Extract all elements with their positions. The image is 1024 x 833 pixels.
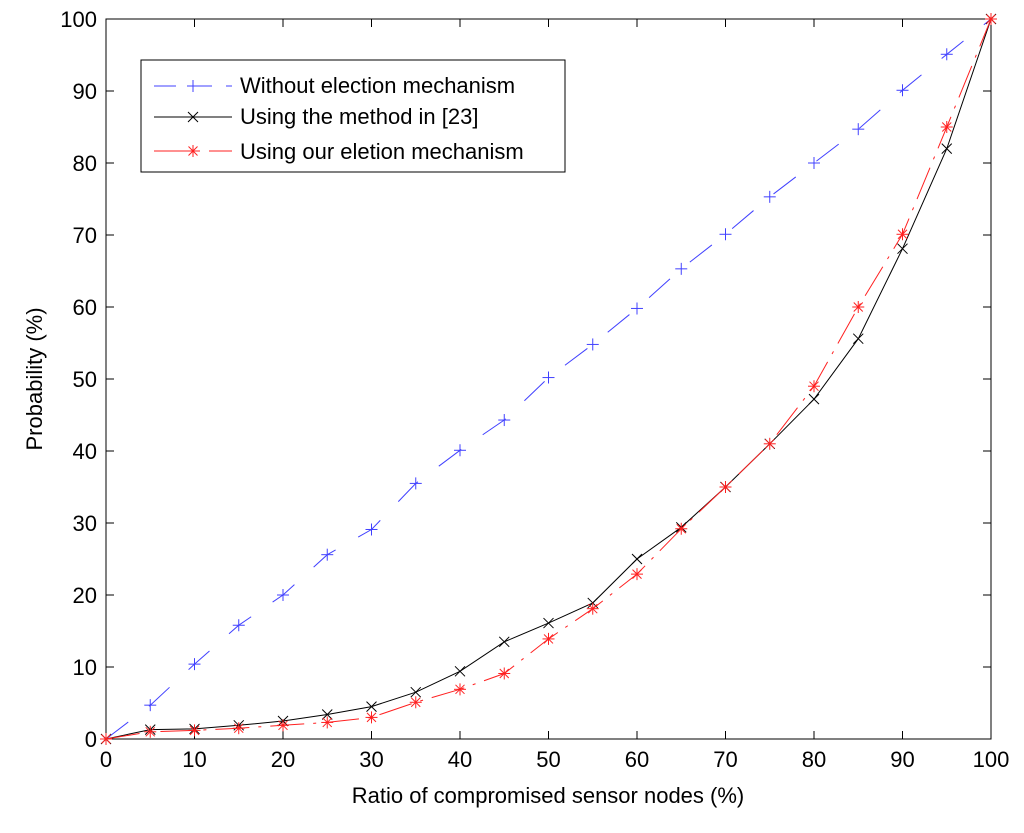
series-2-point: [675, 522, 688, 535]
series-layer: [100, 13, 997, 745]
series-0-point: [542, 371, 555, 384]
series-0-point: [454, 444, 466, 457]
series-2-point: [365, 711, 378, 724]
y-axis-label: Probability (%): [22, 307, 47, 450]
y-tick-label: 50: [73, 367, 97, 392]
series-0-point: [365, 523, 378, 536]
y-tick-label: 70: [73, 223, 97, 248]
series-0-point: [631, 302, 643, 315]
series-2-point: [321, 716, 334, 729]
series-2-point: [454, 683, 466, 696]
series-2-point: [631, 568, 643, 581]
axis-ticks: 0 10 20 30 40 50 60 70 80 90 100 0 10 20 30 40 50 60 70 80 9…: [60, 7, 1009, 772]
x-tick-label: 50: [536, 747, 560, 772]
series-2-point: [498, 667, 511, 680]
x-tick-label: 0: [100, 747, 112, 772]
series-2-point: [763, 437, 776, 450]
x-tick-label: 80: [802, 747, 826, 772]
series-1-point: [498, 636, 510, 648]
series-2-point: [542, 632, 555, 645]
y-tick-label: 60: [73, 295, 97, 320]
y-tick-label: 0: [85, 727, 97, 752]
y-tick-label: 30: [73, 511, 97, 536]
series-0-point: [232, 619, 245, 632]
x-axis-label: Ratio of compromised sensor nodes (%): [352, 783, 745, 808]
series-2-point: [586, 602, 599, 615]
series-1-point: [941, 143, 953, 154]
series-1-point: [410, 686, 422, 698]
y-tick-label: 40: [73, 439, 97, 464]
legend-label-1: Using the method in [23]: [240, 104, 478, 129]
x-tick-label: 30: [359, 747, 383, 772]
series-2-point: [719, 481, 732, 493]
y-tick-label: 80: [73, 151, 97, 176]
legend-label-0: Without election mechanism: [240, 73, 515, 98]
series-0-point: [409, 477, 422, 490]
legend-marker-1: [187, 111, 199, 123]
series-0-point: [940, 48, 953, 61]
x-tick-label: 20: [271, 747, 295, 772]
series-2-point: [896, 228, 909, 241]
legend-marker-2: [187, 145, 199, 157]
x-tick-label: 100: [973, 747, 1010, 772]
series-1-point: [543, 617, 554, 629]
legend-label-2: Using our eletion mechanism: [240, 139, 524, 164]
series-2-point: [985, 13, 997, 25]
series-1-point: [366, 701, 377, 712]
series-0-point: [896, 84, 909, 97]
legend: Without election mechanism Using the met…: [140, 59, 566, 173]
series-2-point: [277, 719, 289, 732]
series-1-point: [808, 393, 820, 405]
y-tick-label: 20: [73, 583, 97, 608]
series-1-point: [454, 665, 466, 677]
series-0-point: [498, 414, 511, 427]
series-1-point: [897, 243, 908, 255]
series-2-point: [409, 696, 422, 709]
series-0-point: [852, 123, 865, 136]
series-2-point: [144, 725, 157, 738]
series-2-point: [808, 380, 820, 393]
y-tick-label: 10: [73, 655, 97, 680]
series-0-point: [144, 699, 157, 712]
series-1-point: [321, 709, 333, 720]
series-2-point: [100, 733, 112, 745]
x-tick-label: 90: [890, 747, 914, 772]
series-0-point: [763, 190, 776, 203]
series-2-point: [188, 724, 201, 737]
series-0-point: [586, 338, 599, 351]
series-0-point: [188, 658, 201, 671]
series-2-point: [940, 121, 953, 133]
x-tick-label: 60: [625, 747, 649, 772]
x-tick-label: 70: [713, 747, 737, 772]
series-0-point: [719, 228, 732, 241]
y-tick-label: 90: [73, 79, 97, 104]
legend-box: [140, 59, 566, 173]
series-0-point: [277, 589, 289, 601]
x-tick-label: 40: [448, 747, 472, 772]
series-0-point: [808, 157, 820, 169]
legend-marker-0: [187, 80, 199, 92]
series-1-point: [631, 553, 643, 565]
series-1-point: [852, 333, 864, 345]
series-2-point: [232, 722, 245, 735]
series-2-point: [852, 301, 865, 313]
series-0-point: [321, 548, 334, 561]
series-0-point: [675, 262, 688, 275]
y-tick-label: 100: [60, 7, 97, 32]
x-tick-label: 10: [182, 747, 206, 772]
